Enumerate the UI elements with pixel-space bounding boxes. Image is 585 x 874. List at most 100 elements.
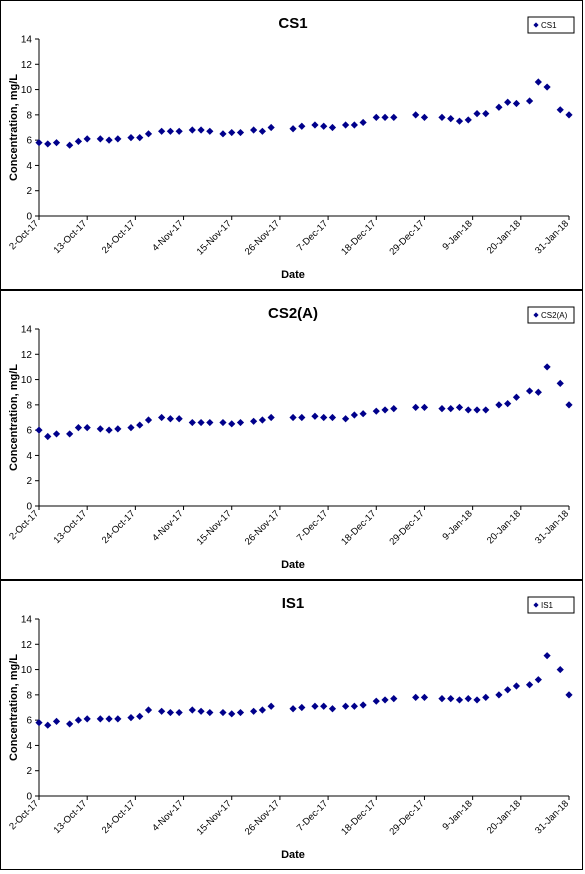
data-point xyxy=(525,681,534,689)
x-tick-label: 7-Dec-17 xyxy=(295,798,330,833)
x-tick-label: 20-Jan-18 xyxy=(485,798,523,836)
data-point xyxy=(390,405,398,413)
data-point xyxy=(438,113,446,121)
x-tick-label: 9-Jan-18 xyxy=(440,508,474,542)
data-point xyxy=(44,721,52,729)
data-point xyxy=(311,412,319,420)
data-point xyxy=(166,708,175,717)
data-point xyxy=(250,707,258,715)
y-tick-label: 12 xyxy=(21,60,33,71)
y-tick-label: 8 xyxy=(26,110,32,121)
data-point xyxy=(350,121,358,129)
data-point xyxy=(438,405,446,413)
legend-box xyxy=(527,16,575,34)
legend-marker xyxy=(533,602,539,608)
data-point xyxy=(565,691,573,699)
data-point xyxy=(158,413,166,422)
x-tick-label: 24-Oct-17 xyxy=(100,508,138,546)
data-point xyxy=(219,418,227,427)
data-point xyxy=(473,109,481,118)
data-point xyxy=(372,113,380,121)
data-point xyxy=(66,141,74,149)
data-point xyxy=(52,717,61,726)
data-point xyxy=(175,415,183,423)
x-axis-label: Date xyxy=(281,849,305,861)
y-tick-label: 2 xyxy=(26,186,32,197)
data-point xyxy=(412,111,420,119)
data-point xyxy=(534,388,542,396)
x-tick-label: 13-Oct-17 xyxy=(52,218,90,256)
chart-panel: CS2(A) 0 2 4 6 8 10 12 14 2-Oct-17 13-Oct-17 24-Oct… xyxy=(0,290,583,580)
data-point xyxy=(144,130,153,138)
data-point xyxy=(44,432,52,441)
data-point xyxy=(258,706,266,714)
data-point xyxy=(381,113,389,121)
chart-svg: IS1 0 2 4 6 8 10 12 14 2-Oct-17 13-Oct-17 24-Oct-17… xyxy=(7,595,575,861)
data-point xyxy=(464,116,472,124)
data-point xyxy=(83,135,91,143)
x-tick-label: 18-Dec-17 xyxy=(339,508,378,547)
x-tick-label: 13-Oct-17 xyxy=(52,798,90,836)
x-tick-label: 4-Nov-17 xyxy=(150,218,185,253)
data-point xyxy=(420,113,429,121)
data-point xyxy=(320,122,328,130)
y-tick-label: 12 xyxy=(21,350,33,361)
y-tick-label: 14 xyxy=(21,325,33,336)
chart-title: CS1 xyxy=(278,15,307,32)
data-point xyxy=(188,418,196,427)
data-point xyxy=(236,128,245,137)
chart-title: IS1 xyxy=(282,595,305,612)
data-point xyxy=(543,652,551,660)
data-point xyxy=(267,702,275,710)
y-tick-label: 10 xyxy=(21,85,33,96)
y-tick-label: 12 xyxy=(21,640,33,651)
data-point xyxy=(158,127,166,135)
data-point xyxy=(412,693,420,701)
data-point xyxy=(258,416,266,424)
y-tick-label: 4 xyxy=(26,451,32,462)
data-point xyxy=(74,424,83,432)
y-tick-label: 6 xyxy=(26,136,32,147)
data-point xyxy=(525,387,534,395)
data-point xyxy=(175,708,183,717)
data-point xyxy=(350,411,358,419)
data-point xyxy=(525,97,534,105)
y-tick-label: 14 xyxy=(21,35,33,46)
x-tick-label: 26-Nov-17 xyxy=(243,508,282,547)
data-point xyxy=(298,122,306,130)
data-point xyxy=(298,703,306,712)
chart-panel: IS1 0 2 4 6 8 10 12 14 2-Oct-17 13-Oct-17 24-Oct-17… xyxy=(0,580,583,870)
data-point xyxy=(447,115,455,123)
data-point xyxy=(144,706,153,714)
data-point xyxy=(114,425,122,433)
data-point xyxy=(228,128,236,137)
data-point xyxy=(512,393,521,401)
y-axis-label: Concentration, mg/L xyxy=(8,74,20,181)
data-point xyxy=(495,691,503,699)
data-point xyxy=(114,135,122,143)
y-tick-label: 0 xyxy=(26,502,32,513)
data-point xyxy=(390,695,398,703)
x-tick-label: 29-Dec-17 xyxy=(387,218,426,257)
data-point xyxy=(512,682,521,690)
data-point xyxy=(565,111,573,119)
data-point xyxy=(473,406,481,414)
data-point xyxy=(267,413,275,422)
data-point xyxy=(473,696,481,704)
x-tick-label: 31-Jan-18 xyxy=(533,218,571,256)
x-tick-label: 4-Nov-17 xyxy=(150,798,185,833)
x-tick-label: 7-Dec-17 xyxy=(295,508,330,543)
data-point xyxy=(66,720,74,728)
data-point xyxy=(66,430,74,438)
data-point xyxy=(504,399,512,408)
y-tick-label: 4 xyxy=(26,741,32,752)
data-point xyxy=(136,134,144,142)
data-point xyxy=(136,421,144,429)
data-point xyxy=(74,716,83,724)
data-point xyxy=(328,123,337,132)
data-point xyxy=(543,83,551,91)
data-point xyxy=(482,109,490,118)
data-point xyxy=(127,424,135,432)
data-point xyxy=(197,126,205,134)
